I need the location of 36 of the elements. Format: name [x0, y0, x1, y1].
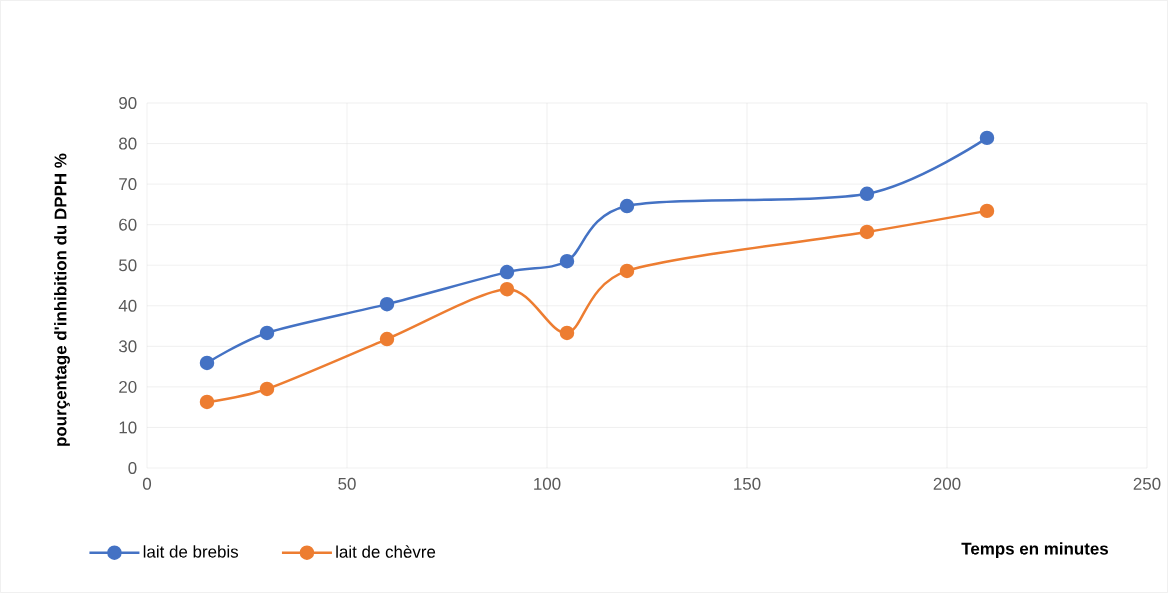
point — [859, 186, 875, 202]
y-tick-label: 90 — [119, 97, 137, 109]
point — [979, 203, 995, 219]
point — [559, 325, 575, 341]
point — [199, 355, 215, 371]
y-tick-label: 80 — [119, 137, 137, 150]
x-tick-label: 100 — [534, 477, 561, 490]
point — [499, 281, 515, 297]
legend-label: lait de chèvre — [336, 545, 436, 558]
point — [379, 331, 395, 347]
legend-label: lait de brebis — [143, 545, 239, 558]
y-tick-label: 20 — [119, 380, 137, 393]
point — [499, 264, 515, 280]
y-tick-label: 70 — [119, 178, 137, 191]
point — [559, 253, 575, 269]
point — [619, 263, 635, 279]
y-tick-label: 40 — [118, 299, 137, 312]
x-tick-label: 200 — [933, 477, 961, 490]
x-tick-label: 50 — [338, 477, 356, 490]
point — [619, 198, 635, 214]
y-tick-label: 50 — [118, 259, 137, 272]
x-tick-label: 150 — [734, 477, 761, 490]
point — [859, 224, 875, 240]
point — [379, 296, 395, 312]
point — [259, 381, 275, 397]
y-tick-label: 30 — [118, 340, 137, 353]
y-tick-label: 10 — [119, 421, 137, 434]
point — [259, 325, 275, 341]
y-axis-title: pourçentage d'inhibition du DPPH % — [54, 153, 70, 446]
y-tick-label: 0 — [128, 462, 137, 474]
y-tick-label: 60 — [119, 218, 137, 231]
x-axis-title: Temps en minutes — [961, 542, 1108, 559]
point — [199, 394, 215, 410]
point — [979, 130, 995, 146]
x-tick-label: 250 — [1133, 477, 1161, 490]
x-tick-label: 0 — [142, 477, 152, 490]
